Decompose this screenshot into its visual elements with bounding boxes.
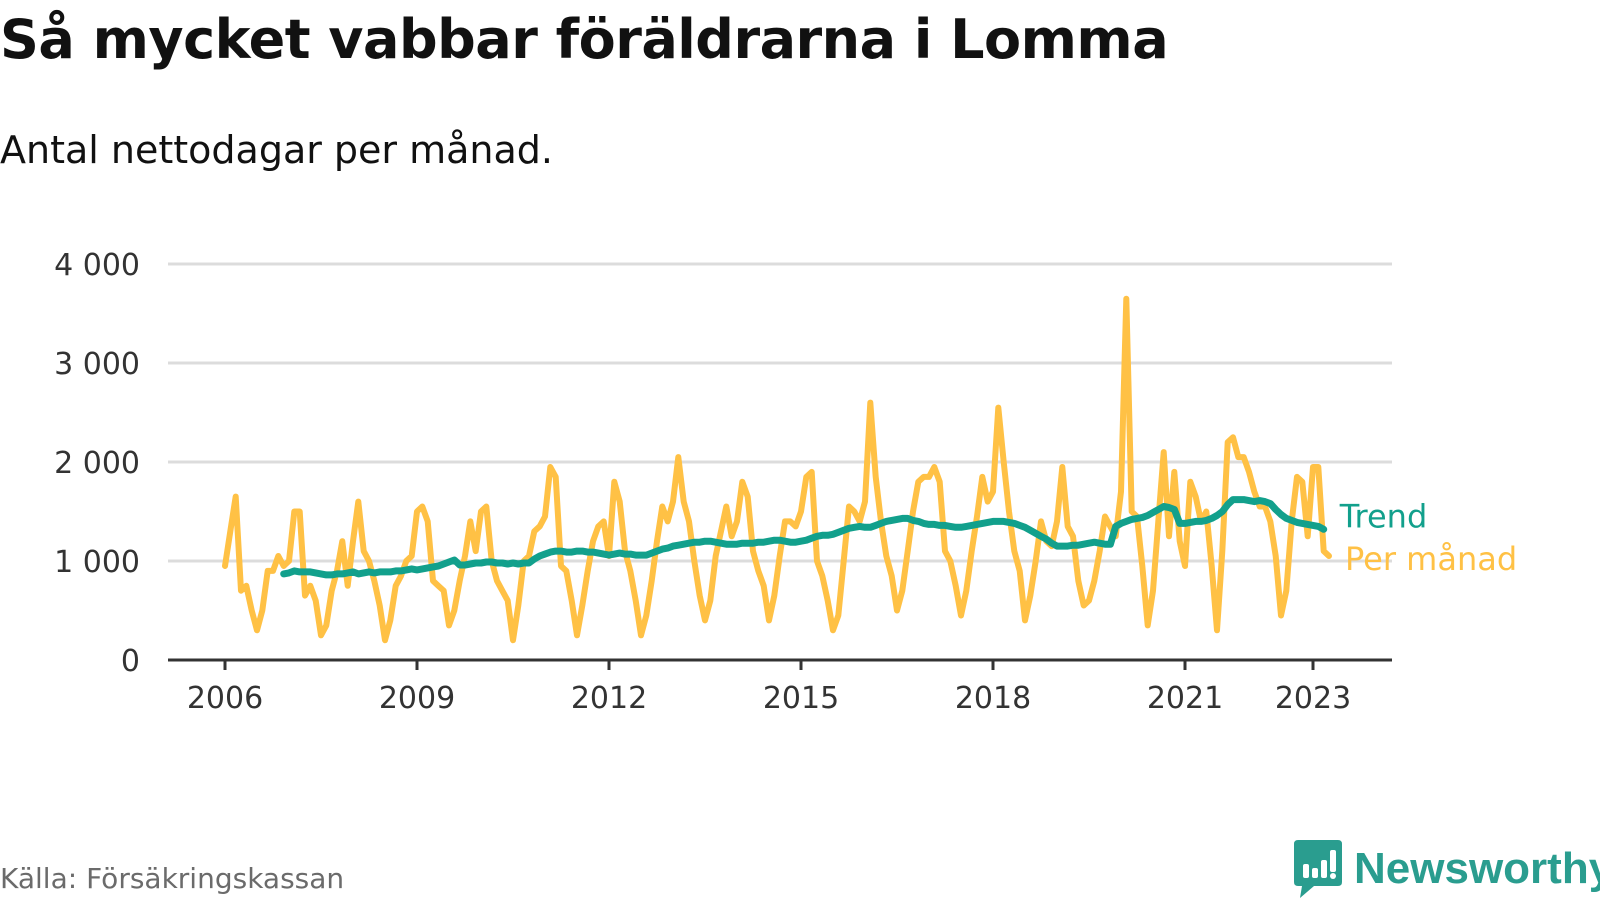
x-tick-label: 2015	[763, 681, 839, 716]
x-tick-label: 2023	[1275, 681, 1351, 716]
y-tick-label: 1 000	[54, 545, 140, 580]
newsworthy-icon	[1294, 840, 1342, 898]
series-line-per-manad	[222, 295, 1332, 644]
y-tick-label: 0	[121, 644, 140, 679]
y-tick-label: 2 000	[54, 446, 140, 481]
x-tick-label: 2006	[187, 681, 263, 716]
x-tick-label: 2018	[955, 681, 1031, 716]
x-tick-label: 2021	[1147, 681, 1223, 716]
chart-title: Så mycket vabbar föräldrarna i Lomma	[0, 8, 1169, 71]
brand-name: Newsworthy	[1354, 844, 1600, 893]
legend-label-per-manad: Per månad	[1345, 540, 1517, 578]
brand-logo: Newsworthy	[1294, 840, 1600, 898]
y-tick-label: 3 000	[54, 347, 140, 382]
line-chart: 0 1 000 2 000 3 000 4 000 2006 2009 2012 2015 201…	[54, 248, 1517, 716]
legend-label-trend: Trend	[1339, 497, 1428, 535]
source-note: Källa: Försäkringskassan	[0, 862, 345, 895]
chart-subtitle: Antal nettodagar per månad.	[0, 128, 554, 172]
x-tick-label: 2009	[379, 681, 455, 716]
series-line-trend	[280, 496, 1328, 579]
y-tick-label: 4 000	[54, 248, 140, 283]
x-tick-label: 2012	[571, 681, 647, 716]
